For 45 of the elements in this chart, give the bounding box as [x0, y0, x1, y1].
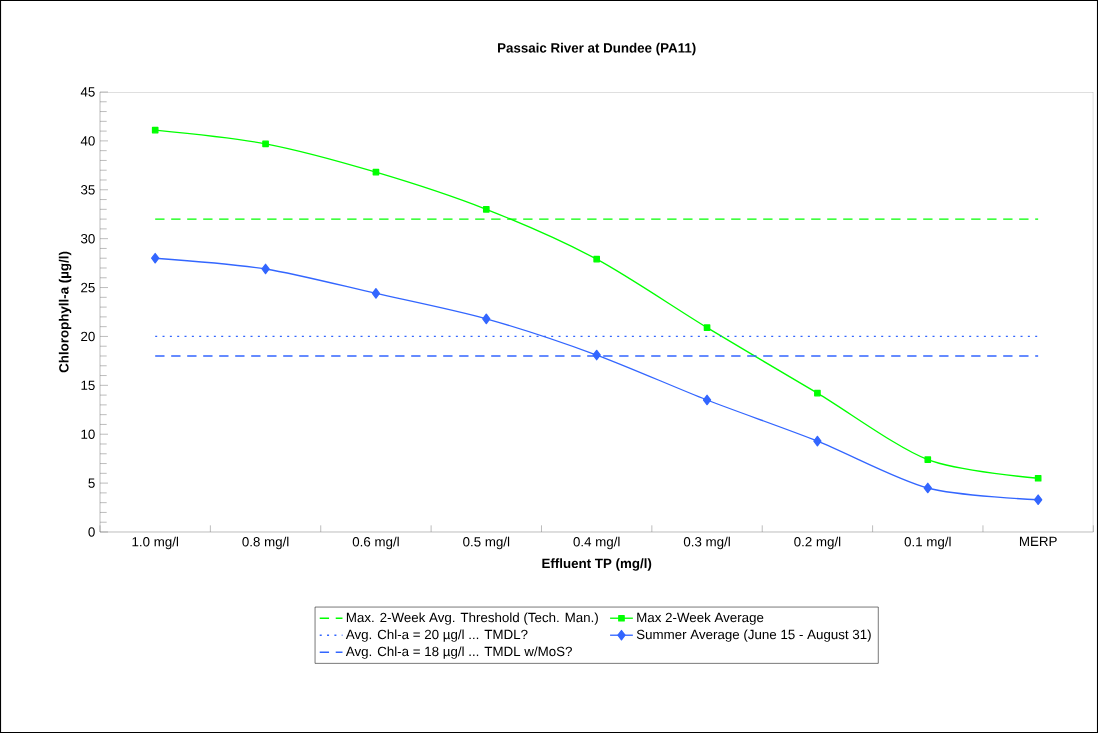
legend-label: Avg. Chl-a = 18 µg/l ... TMDL w/MoS?	[345, 646, 572, 659]
point	[261, 263, 270, 275]
legend-label: Max. 2-Week Avg. Threshold (Tech. Man.)	[346, 612, 598, 625]
point	[482, 313, 491, 325]
point	[814, 389, 821, 397]
point	[151, 252, 160, 264]
point	[482, 205, 490, 213]
legend-label: Max 2-Week Average	[637, 612, 764, 625]
x-tick-label: 0.8 mg/l	[242, 536, 289, 550]
point	[151, 126, 159, 134]
x-axis-title: Effluent TP (mg/l)	[542, 558, 652, 571]
y-tick-label: 15	[81, 380, 95, 390]
x-tick-label: 0.3 mg/l	[683, 536, 730, 550]
point	[924, 456, 932, 463]
point	[592, 349, 601, 361]
y-axis-title: Chlorophyll-a (µg/l)	[58, 251, 72, 373]
y-tick-label: 25	[81, 282, 95, 293]
x-tick-label: 0.4 mg/l	[573, 536, 620, 550]
y-tick-label: 30	[80, 233, 95, 244]
point	[371, 288, 381, 299]
point	[372, 168, 380, 176]
y-tick-label: 45	[80, 87, 95, 97]
legend-label: Summer Average (June 15 - August 31)	[636, 629, 871, 642]
y-tick-label: 20	[81, 331, 95, 342]
point	[593, 255, 601, 263]
x-tick-label: 0.1 mg/l	[904, 536, 951, 550]
y-tick-label: 0	[88, 527, 95, 537]
point	[923, 482, 932, 494]
y-tick-label: 10	[81, 429, 95, 439]
legend-label: Avg. Chl-a = 20 µg/l ... TMDL?	[345, 629, 528, 642]
y-tick-label: 35	[80, 185, 95, 195]
x-tick-label: 1.0 mg/l	[132, 536, 178, 550]
x-tick-label: 0.6 mg/l	[352, 536, 399, 550]
y-tick-label: 40	[80, 136, 95, 146]
point	[1034, 474, 1042, 482]
x-tick-label: 0.5 mg/l	[463, 536, 510, 550]
point	[262, 140, 269, 148]
x-tick-label: MERP	[1019, 536, 1057, 546]
point	[702, 394, 712, 406]
y-tick-label: 5	[88, 478, 95, 488]
point	[703, 324, 711, 331]
chart-title: Passaic River at Dundee (PA11)	[498, 42, 696, 56]
x-tick-label: 0.2 mg/l	[794, 536, 841, 550]
point	[813, 435, 822, 447]
point	[1033, 494, 1043, 506]
